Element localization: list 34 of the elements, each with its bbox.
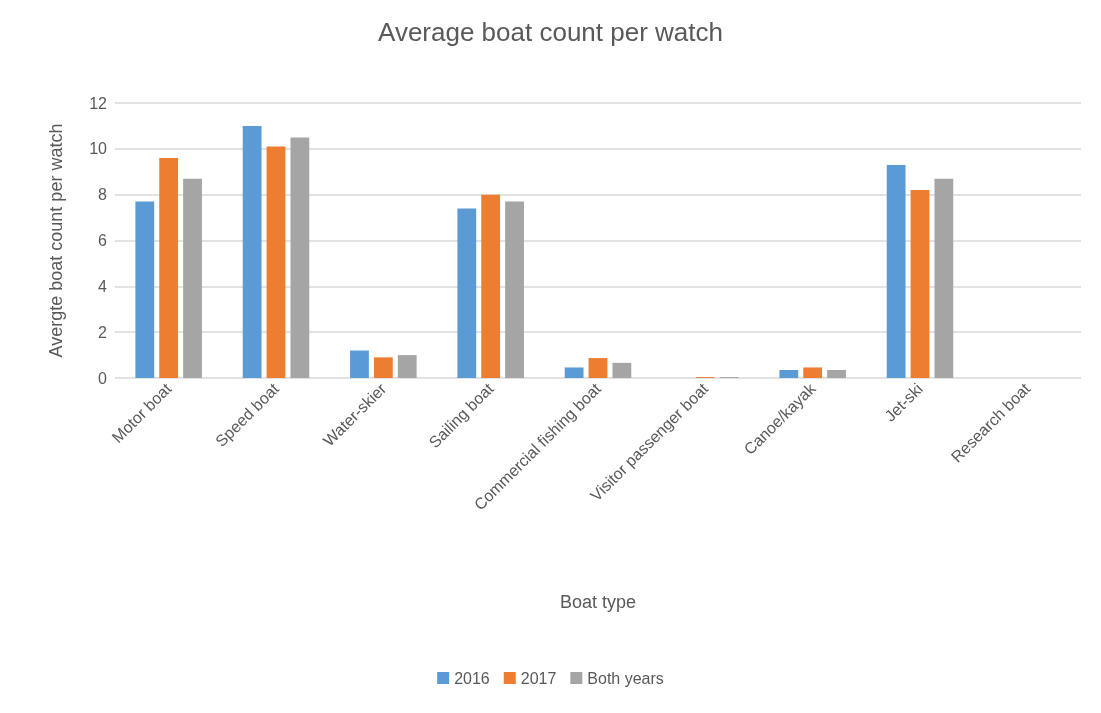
bar (242, 125, 262, 378)
y-tick-label: 12 (89, 94, 108, 112)
x-axis-title: Boat type (559, 592, 637, 612)
bar (910, 190, 930, 378)
y-tick-label: 8 (98, 186, 108, 204)
bar (505, 201, 524, 378)
bar (397, 355, 417, 378)
bar (290, 137, 310, 378)
bar (266, 146, 286, 378)
bar (803, 367, 823, 378)
bar (588, 358, 608, 378)
bar (457, 208, 477, 378)
bar (612, 362, 632, 378)
bar (183, 178, 202, 378)
y-axis-title: Avergte boat count per watch (46, 123, 66, 358)
legend-label: 2017 (520, 669, 557, 687)
bar (934, 178, 954, 378)
chart-title: Average boat count per watch (378, 17, 723, 47)
y-tick-label: 10 (89, 140, 108, 158)
y-tick-label: 0 (98, 369, 108, 387)
bar (779, 369, 799, 378)
legend-label: Both years (587, 669, 664, 687)
y-tick-label: 2 (98, 323, 108, 341)
bar (373, 357, 393, 378)
bar (481, 194, 501, 378)
bar (135, 201, 155, 378)
bar (827, 369, 846, 378)
bar (159, 158, 179, 378)
legend-label: 2016 (454, 669, 490, 687)
bar (350, 350, 369, 378)
y-tick-label: 6 (98, 232, 108, 249)
bar (564, 367, 584, 378)
y-tick-label: 4 (98, 277, 108, 295)
bar (886, 164, 906, 378)
